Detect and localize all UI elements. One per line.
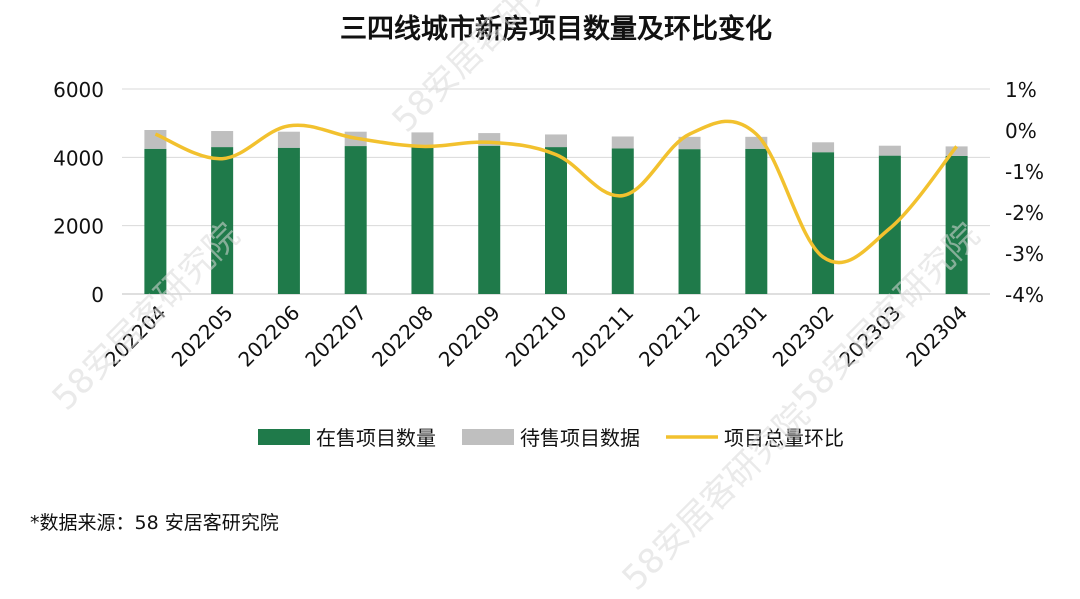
x-tick-label: 202303	[834, 301, 905, 372]
bar-待售项目数据	[678, 136, 701, 150]
legend-label: 待售项目数据	[520, 426, 640, 450]
legend: 在售项目数量 待售项目数据 项目总量环比	[258, 426, 844, 450]
y-right-tick-label: 1%	[1005, 78, 1037, 102]
bar-待售项目数据	[945, 146, 968, 156]
bar-在售项目数量	[945, 155, 968, 294]
x-tick-label: 202212	[634, 301, 705, 372]
y-left-tick-label: 0	[91, 283, 104, 307]
bar-在售项目数量	[411, 145, 434, 294]
bar-在售项目数量	[478, 145, 501, 294]
y-right-tick-label: -4%	[1005, 283, 1044, 307]
x-tick-label: 202304	[901, 301, 972, 372]
x-tick-label: 202205	[167, 301, 238, 372]
bar-待售项目数据	[545, 134, 567, 148]
left-axis-ticks: 0 2000 4000 6000	[53, 78, 104, 307]
y-left-tick-label: 6000	[53, 78, 104, 102]
legend-swatch-在售项目数量	[258, 429, 310, 445]
bar-待售项目数据	[211, 131, 234, 148]
x-axis-ticks: 2022042022052022062022072022082022092022…	[100, 301, 972, 372]
bar-待售项目数据	[411, 132, 434, 146]
y-left-tick-label: 4000	[53, 146, 104, 170]
y-left-tick-label: 2000	[53, 215, 104, 239]
y-right-tick-label: -2%	[1005, 201, 1044, 225]
x-tick-label: 202301	[701, 301, 772, 372]
bar-待售项目数据	[611, 136, 634, 149]
bar-在售项目数量	[611, 148, 634, 294]
y-right-tick-label: 0%	[1005, 119, 1037, 143]
bar-待售项目数据	[745, 136, 768, 149]
x-tick-label: 202206	[233, 301, 304, 372]
right-axis-ticks: 1% 0% -1% -2% -3% -4%	[1005, 78, 1044, 307]
bar-在售项目数量	[344, 146, 367, 294]
chart-title: 三四线城市新房项目数量及环比变化	[340, 13, 772, 45]
bar-在售项目数量	[211, 147, 234, 294]
legend-swatch-待售项目数据	[462, 429, 514, 445]
x-tick-label: 202209	[434, 301, 505, 372]
source-note: *数据来源：58 安居客研究院	[30, 512, 279, 534]
bars	[144, 130, 968, 294]
bar-待售项目数据	[277, 131, 300, 148]
bar-在售项目数量	[545, 147, 567, 294]
x-tick-label: 202207	[300, 301, 371, 372]
x-tick-label: 202208	[367, 301, 438, 372]
legend-label: 项目总量环比	[724, 426, 844, 450]
bar-在售项目数量	[812, 152, 835, 294]
legend-label: 在售项目数量	[316, 426, 436, 450]
chart: 三四线城市新房项目数量及环比变化 0 2000 4000 6000 1% 0% -1% -2…	[53, 13, 1044, 450]
bar-在售项目数量	[878, 155, 901, 294]
x-tick-label: 202210	[501, 301, 572, 372]
series-line-项目总量环比	[154, 119, 958, 265]
bar-待售项目数据	[878, 145, 901, 156]
bar-待售项目数据	[812, 142, 835, 153]
bar-在售项目数量	[678, 149, 701, 294]
bar-在售项目数量	[745, 148, 768, 294]
y-right-tick-label: -3%	[1005, 242, 1044, 266]
bar-在售项目数量	[277, 147, 300, 294]
y-right-tick-label: -1%	[1005, 160, 1044, 184]
x-tick-label: 202211	[567, 301, 638, 372]
x-tick-label: 202204	[100, 301, 171, 372]
bar-在售项目数量	[144, 148, 167, 294]
x-tick-label: 202302	[768, 301, 839, 372]
